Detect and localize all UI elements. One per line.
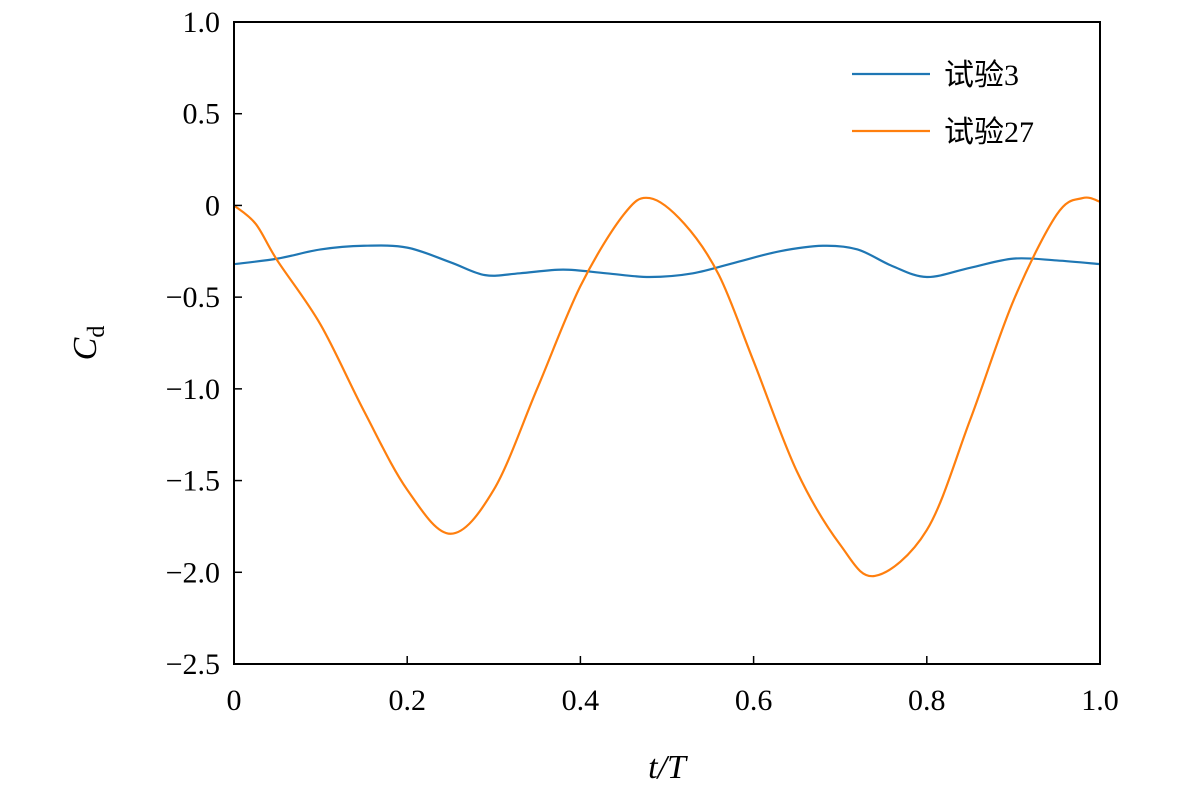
y-axis-label-main: C (67, 337, 104, 360)
x-tick-label: 0 (227, 684, 242, 717)
y-axis-ticks: 1.0 0.5 0 −0.5 −1.0 −1.5 −2.0 −2.5 (166, 6, 242, 681)
legend: 试验3 试验27 (852, 59, 1034, 149)
y-tick-label: 0 (205, 189, 220, 222)
series-line-1 (233, 196, 1101, 578)
series-line-0 (233, 244, 1101, 279)
x-axis-label: t/T (648, 749, 688, 786)
y-tick-label: 0.5 (183, 98, 221, 131)
y-tick-label: −2.5 (166, 648, 220, 681)
y-tick-label: −2.0 (166, 556, 220, 589)
x-tick-label: 0.4 (562, 684, 600, 717)
x-tick-label: 0.2 (388, 684, 426, 717)
legend-label-1: 试验27 (944, 116, 1034, 149)
y-axis-label-sub: d (84, 326, 110, 338)
x-tick-label: 0.6 (735, 684, 773, 717)
y-tick-label: −1.5 (166, 465, 220, 498)
y-tick-label: −1.0 (166, 373, 220, 406)
y-tick-label: 1.0 (183, 6, 221, 39)
legend-label-0: 试验3 (944, 59, 1019, 92)
plot-frame (233, 21, 1101, 665)
x-axis-ticks: 0 0.2 0.4 0.6 0.8 1.0 (227, 656, 1119, 717)
plot-lines (233, 196, 1101, 578)
x-tick-label: 1.0 (1081, 684, 1119, 717)
y-tick-label: −0.5 (166, 281, 220, 314)
y-axis-label: Cd (67, 326, 110, 361)
x-tick-label: 0.8 (908, 684, 946, 717)
